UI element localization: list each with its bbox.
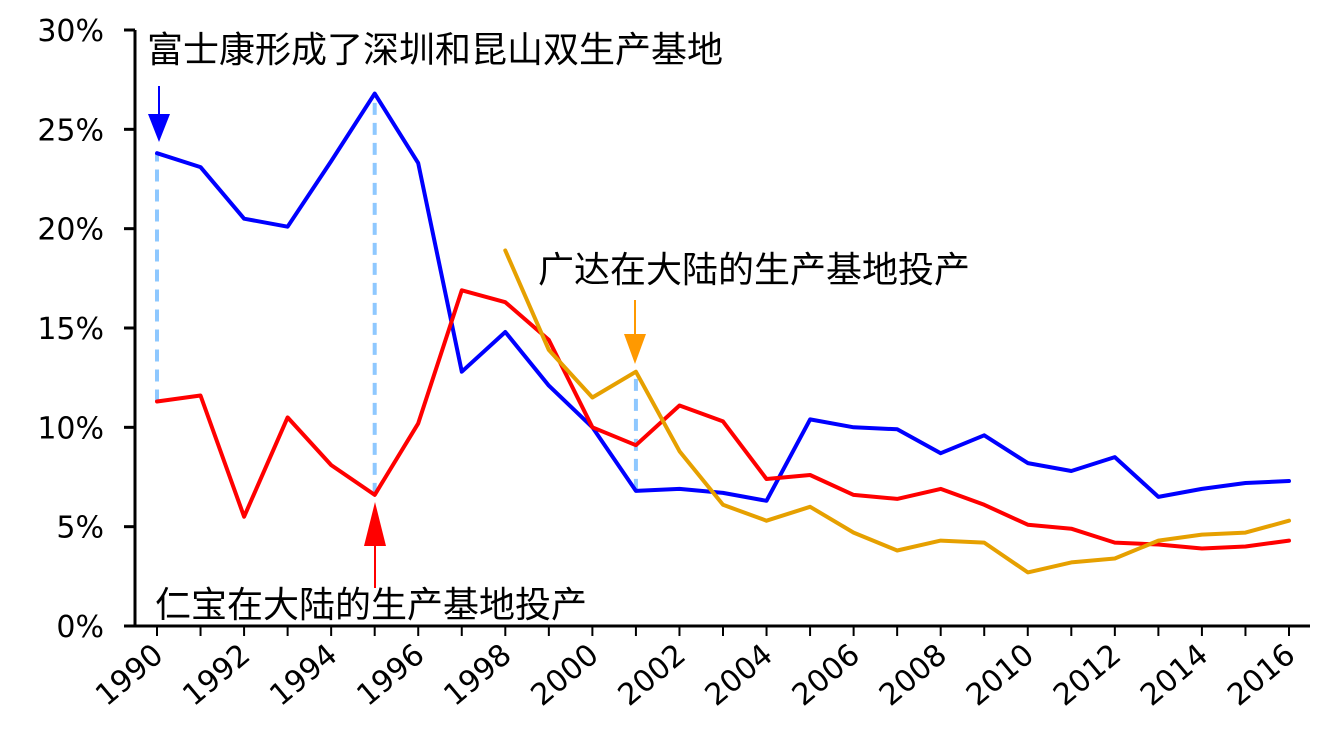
x-tick-label: 1998 bbox=[437, 637, 518, 713]
series-line-2 bbox=[503, 248, 1291, 575]
x-tick-label: 1990 bbox=[89, 637, 170, 713]
y-ticks: 0% 5% 10% 15% 20% 25% 30% bbox=[37, 14, 135, 645]
x-tick-label: 2008 bbox=[873, 637, 954, 713]
x-tick-label: 2014 bbox=[1134, 637, 1215, 713]
annotation-foxconn: 富士康形成了深圳和昆山双生产基地 bbox=[147, 30, 723, 71]
x-tick-label: 1994 bbox=[263, 637, 344, 713]
arrow-foxconn-head bbox=[148, 114, 170, 142]
x-tick-label: 1996 bbox=[350, 637, 431, 713]
series-line-0 bbox=[155, 91, 1291, 503]
y-tick-label: 25% bbox=[37, 113, 104, 148]
y-tick-label: 30% bbox=[37, 14, 104, 49]
arrow-quanta-head bbox=[624, 334, 646, 364]
x-tick-label: 2016 bbox=[1221, 637, 1302, 713]
annotations: 富士康形成了深圳和昆山双生产基地 广达在大陆的生产基地投产 仁宝在大陆的生产基地… bbox=[147, 30, 970, 626]
y-tick-label: 15% bbox=[37, 312, 104, 347]
dashed-guides bbox=[155, 93, 638, 495]
y-tick-label: 5% bbox=[56, 511, 104, 546]
x-tick-label: 2004 bbox=[699, 637, 780, 713]
series-line-1 bbox=[155, 288, 1291, 551]
x-tick-label: 2006 bbox=[786, 637, 867, 713]
x-tick-label: 2012 bbox=[1047, 637, 1128, 713]
annotation-compal: 仁宝在大陆的生产基地投产 bbox=[155, 585, 587, 626]
x-tick-label: 2002 bbox=[612, 637, 693, 713]
x-ticks: 1990 1992 1994 1996 1998 2000 2002 2004 2006 2008… bbox=[89, 626, 1302, 713]
x-tick-label: 1992 bbox=[176, 637, 257, 713]
y-tick-label: 0% bbox=[56, 610, 104, 645]
axes bbox=[133, 30, 1310, 628]
y-tick-label: 10% bbox=[37, 411, 104, 446]
x-tick-label: 2010 bbox=[960, 637, 1041, 713]
x-tick-label: 2000 bbox=[525, 637, 606, 713]
arrow-compal-head bbox=[364, 502, 386, 546]
series-lines bbox=[155, 91, 1291, 575]
annotation-quanta: 广达在大陆的生产基地投产 bbox=[538, 250, 970, 291]
y-tick-label: 20% bbox=[37, 213, 104, 248]
